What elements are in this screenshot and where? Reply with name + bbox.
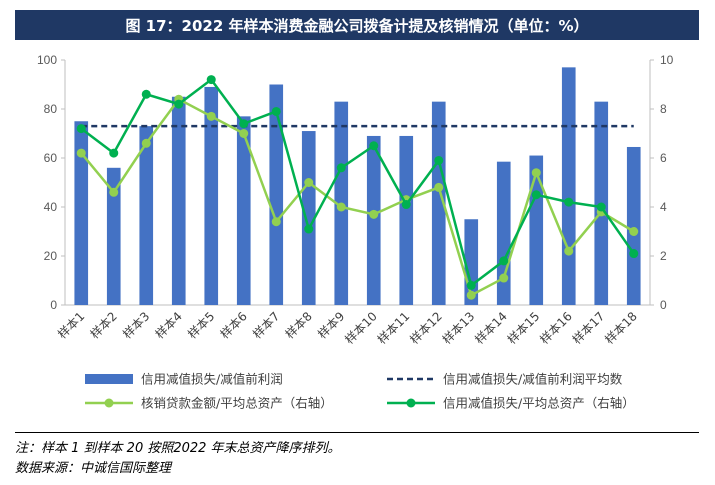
note-divider <box>15 432 699 433</box>
impairment-point <box>239 119 249 129</box>
x-tick-label: 样本12 <box>406 309 444 347</box>
impairment-point <box>304 224 314 234</box>
left-tick-label: 20 <box>44 249 58 263</box>
writeoff-point <box>564 246 574 256</box>
x-tick-label: 样本2 <box>87 309 120 342</box>
impairment-point <box>401 200 411 210</box>
legend-swatch-point <box>406 398 416 408</box>
legend-swatch-point <box>104 398 114 408</box>
bar <box>106 167 121 305</box>
x-tick-label: 样本14 <box>471 309 509 347</box>
bar <box>431 101 446 306</box>
impairment-point <box>499 256 509 266</box>
left-tick-label: 80 <box>44 102 58 116</box>
x-tick-label: 样本10 <box>341 309 379 347</box>
x-tick-label: 样本1 <box>54 309 87 342</box>
legend-label: 信用减值损失/平均总资产（右轴） <box>443 396 635 411</box>
impairment-point <box>531 190 541 200</box>
x-tick-label: 样本5 <box>184 309 217 342</box>
writeoff-point <box>109 187 119 197</box>
x-tick-label: 样本13 <box>439 309 477 347</box>
impairment-point <box>596 202 606 212</box>
bar <box>269 84 284 305</box>
bar <box>366 135 381 305</box>
writeoff-point <box>206 111 216 121</box>
impairment-point <box>174 99 184 109</box>
bar <box>74 121 89 305</box>
bar <box>529 155 544 305</box>
chart-svg: 0 20 40 60 80 100 0 2 4 6 8 10 样本1 样本2 样本3 样本4 样本5 样本6 样本7… <box>37 53 674 411</box>
right-tick-label: 10 <box>660 53 674 67</box>
right-tick-label: 4 <box>660 200 667 214</box>
left-tick-label: 0 <box>50 298 57 312</box>
x-tick-label: 样本7 <box>249 309 282 342</box>
impairment-point <box>109 148 119 158</box>
x-tick-label: 样本4 <box>152 309 185 342</box>
impairment-point <box>141 89 151 99</box>
chart-area: 0 20 40 60 80 100 0 2 4 6 8 10 样本1 样本2 样本3 样本4 样本5 样本6 样本7… <box>15 43 699 433</box>
writeoff-point <box>499 273 509 283</box>
writeoff-point <box>239 129 249 138</box>
x-tick-label: 样本11 <box>374 309 412 347</box>
bar <box>496 161 511 305</box>
left-tick-label: 60 <box>44 151 58 165</box>
right-tick-label: 2 <box>660 249 667 263</box>
bar <box>626 146 641 305</box>
writeoff-point <box>434 182 444 192</box>
left-tick-label: 100 <box>37 53 57 67</box>
chart-source: 数据来源：中诚信国际整理 <box>15 461 172 476</box>
writeoff-line <box>80 97 635 298</box>
impairment-point <box>76 124 86 134</box>
left-tick-label: 40 <box>44 200 58 214</box>
legend-label: 信用减值损失/减值前利润 <box>141 372 283 387</box>
writeoff-point <box>271 217 281 227</box>
legend-label: 信用减值损失/减值前利润平均数 <box>443 372 623 387</box>
legend-swatch-bar <box>85 374 133 384</box>
writeoff-point <box>369 209 379 219</box>
x-tick-label: 样本8 <box>282 309 315 342</box>
x-tick-label: 样本15 <box>504 309 542 347</box>
x-tick-label: 样本6 <box>217 309 250 342</box>
x-tick-label: 样本17 <box>569 309 607 347</box>
right-tick-label: 0 <box>660 298 667 312</box>
impairment-point <box>271 106 281 116</box>
bar <box>236 116 251 305</box>
impairment-point <box>369 141 379 151</box>
chart-title: 图 17：2022 年样本消费金融公司拨备计提及核销情况（单位：%） <box>15 10 699 40</box>
impairment-point <box>629 249 639 259</box>
right-tick-label: 8 <box>660 102 667 116</box>
impairment-point <box>434 155 444 165</box>
impairment-point <box>336 163 346 173</box>
legend-label: 核销贷款金额/平均总资产（右轴） <box>141 396 333 411</box>
impairment-line <box>80 77 635 288</box>
writeoff-point <box>141 138 151 148</box>
x-tick-label: 样本3 <box>119 309 152 342</box>
bar <box>171 96 186 305</box>
writeoff-point <box>629 227 639 236</box>
bar <box>204 86 219 305</box>
bar <box>139 126 154 306</box>
right-tick-label: 6 <box>660 151 667 165</box>
bar <box>561 67 576 305</box>
bar <box>399 135 414 305</box>
writeoff-point <box>531 168 541 178</box>
x-tick-label: 样本16 <box>536 309 574 347</box>
writeoff-point <box>304 178 314 187</box>
writeoff-point <box>336 202 346 212</box>
impairment-point <box>206 75 216 85</box>
x-tick-label: 样本18 <box>601 309 639 347</box>
bar <box>301 131 316 305</box>
impairment-point <box>466 280 476 290</box>
impairment-point <box>564 197 574 207</box>
chart-note: 注：样本 1 到样本 20 按照2022 年末总资产降序排列。 <box>15 441 341 456</box>
writeoff-point <box>466 290 476 300</box>
writeoff-point <box>76 148 86 158</box>
